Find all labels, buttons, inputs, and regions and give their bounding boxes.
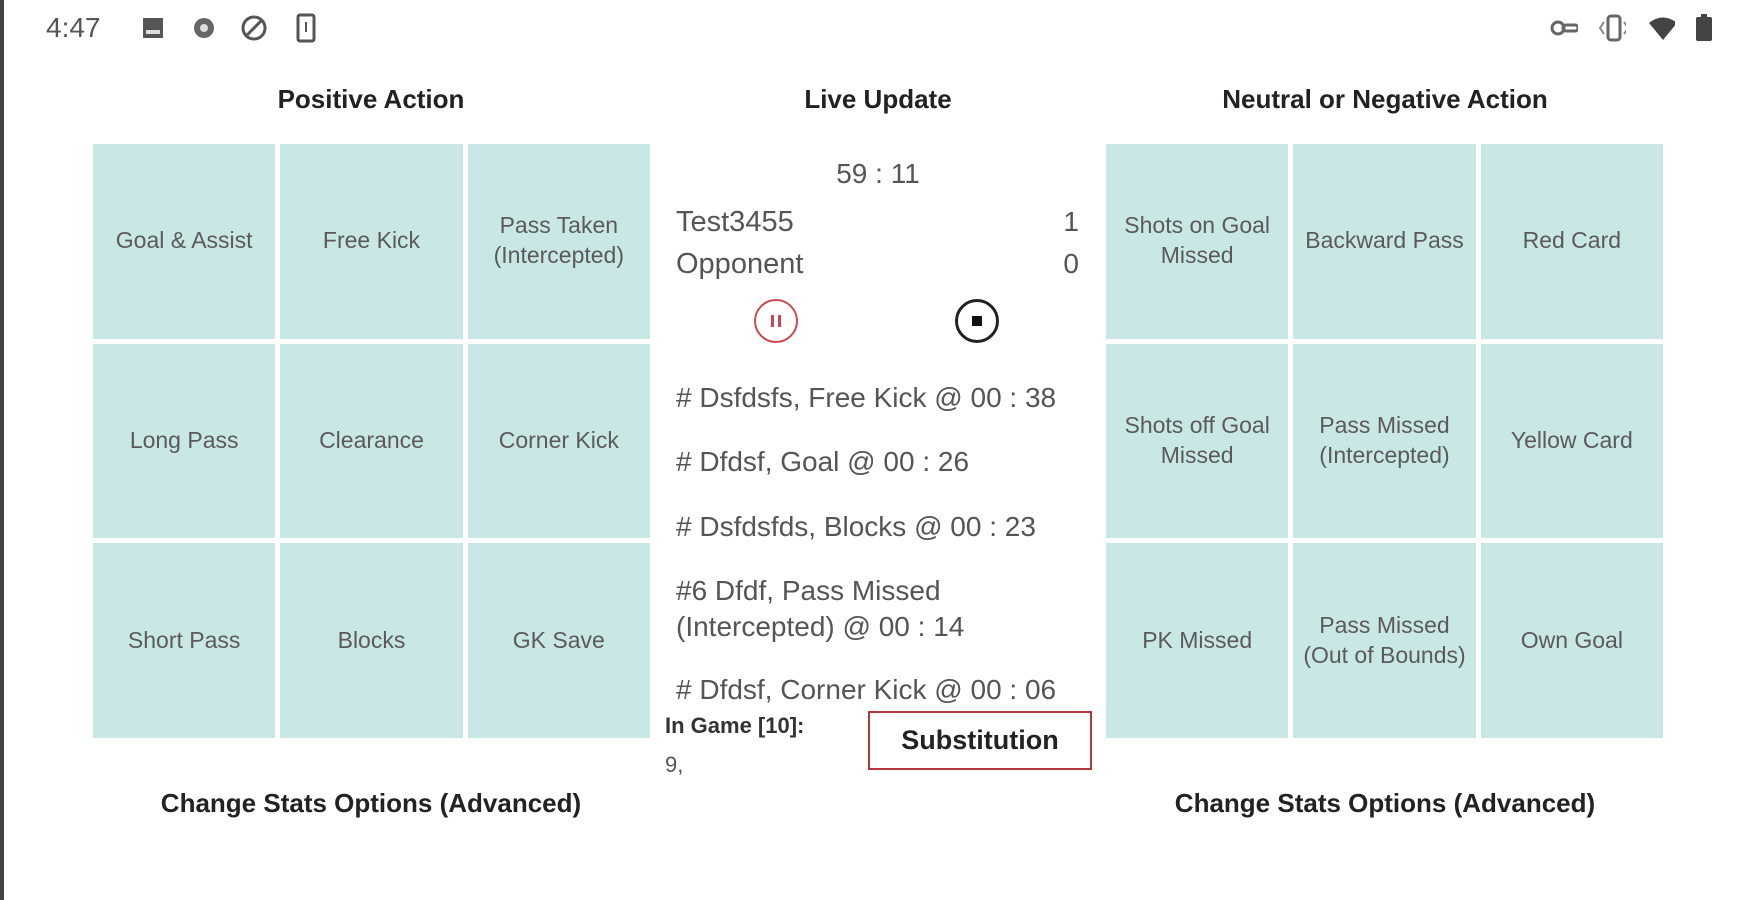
positive-action-grid: Goal & Assist Free Kick Pass Taken (Inte… — [93, 144, 650, 738]
stop-button[interactable] — [955, 299, 999, 343]
long-pass-button[interactable]: Long Pass — [93, 343, 276, 539]
clearance-button[interactable]: Clearance — [280, 343, 463, 539]
own-goal-button[interactable]: Own Goal — [1480, 543, 1663, 738]
game-timer: 59 : 11 — [836, 158, 920, 189]
positive-action-title: Positive Action — [277, 84, 465, 114]
wifi-icon — [1647, 14, 1675, 42]
home-team-name: Test3455 — [676, 206, 794, 238]
goal-assist-button[interactable]: Goal & Assist — [93, 144, 276, 339]
log-entry: # Dfdsf, Corner Kick @ 00 : 06 — [676, 674, 1057, 705]
free-kick-button[interactable]: Free Kick — [280, 144, 463, 339]
blocks-button[interactable]: Blocks — [280, 543, 463, 738]
gk-save-button[interactable]: GK Save — [467, 543, 650, 738]
backward-pass-button[interactable]: Backward Pass — [1293, 144, 1476, 339]
window-edge — [0, 0, 4, 900]
pass-missed-intercepted-button[interactable]: Pass Missed (Intercepted) — [1293, 343, 1476, 539]
settings-wheel-icon — [190, 14, 218, 42]
home-team-score: 1 — [1063, 206, 1079, 237]
pk-missed-button[interactable]: PK Missed — [1106, 543, 1289, 738]
shots-on-goal-missed-button[interactable]: Shots on Goal Missed — [1106, 144, 1289, 339]
in-game-players: 9, — [665, 752, 684, 777]
log-entry: # Dfdsf, Goal @ 00 : 26 — [676, 446, 970, 477]
log-entry: # Dsfdsfs, Free Kick @ 00 : 38 — [676, 382, 1057, 413]
log-entry: #6 Dfdf, Pass Missed (Intercepted) @ 00 … — [676, 575, 965, 642]
vibrate-icon — [1598, 14, 1626, 42]
pause-icon — [771, 315, 781, 327]
event-log[interactable]: # Dsfdsfs, Free Kick @ 00 : 38 # Dfdsf, … — [660, 380, 1100, 706]
battery-icon — [1690, 14, 1718, 42]
away-team-score: 0 — [1063, 248, 1079, 279]
log-entry: # Dsfdsfds, Blocks @ 00 : 23 — [676, 511, 1036, 542]
negative-action-grid: Shots on Goal Missed Backward Pass Red C… — [1106, 144, 1663, 738]
live-update-title: Live Update — [804, 84, 952, 114]
change-positive-stats-options-link[interactable]: Change Stats Options (Advanced) — [160, 788, 582, 818]
sync-disabled-icon — [240, 14, 268, 42]
phone-download-icon — [292, 13, 320, 43]
change-negative-stats-options-link[interactable]: Change Stats Options (Advanced) — [1174, 788, 1596, 818]
pause-button[interactable] — [754, 299, 798, 343]
status-time: 4:47 — [46, 12, 101, 43]
pass-taken-button[interactable]: Pass Taken (Intercepted) — [467, 144, 650, 339]
shots-off-goal-missed-button[interactable]: Shots off Goal Missed — [1106, 343, 1289, 539]
pass-missed-out-of-bounds-button[interactable]: Pass Missed (Out of Bounds) — [1293, 543, 1476, 738]
corner-kick-button[interactable]: Corner Kick — [467, 343, 650, 539]
red-card-button[interactable]: Red Card — [1480, 144, 1663, 339]
vpn-key-icon — [1550, 14, 1578, 42]
yellow-card-button[interactable]: Yellow Card — [1480, 343, 1663, 539]
stop-icon — [972, 316, 982, 326]
short-pass-button[interactable]: Short Pass — [93, 543, 276, 738]
image-icon — [139, 14, 167, 42]
substitution-button[interactable]: Substitution — [868, 711, 1092, 770]
in-game-label: In Game [10]: — [665, 713, 805, 738]
negative-action-title: Neutral or Negative Action — [1222, 84, 1548, 114]
away-team-name: Opponent — [676, 248, 804, 280]
